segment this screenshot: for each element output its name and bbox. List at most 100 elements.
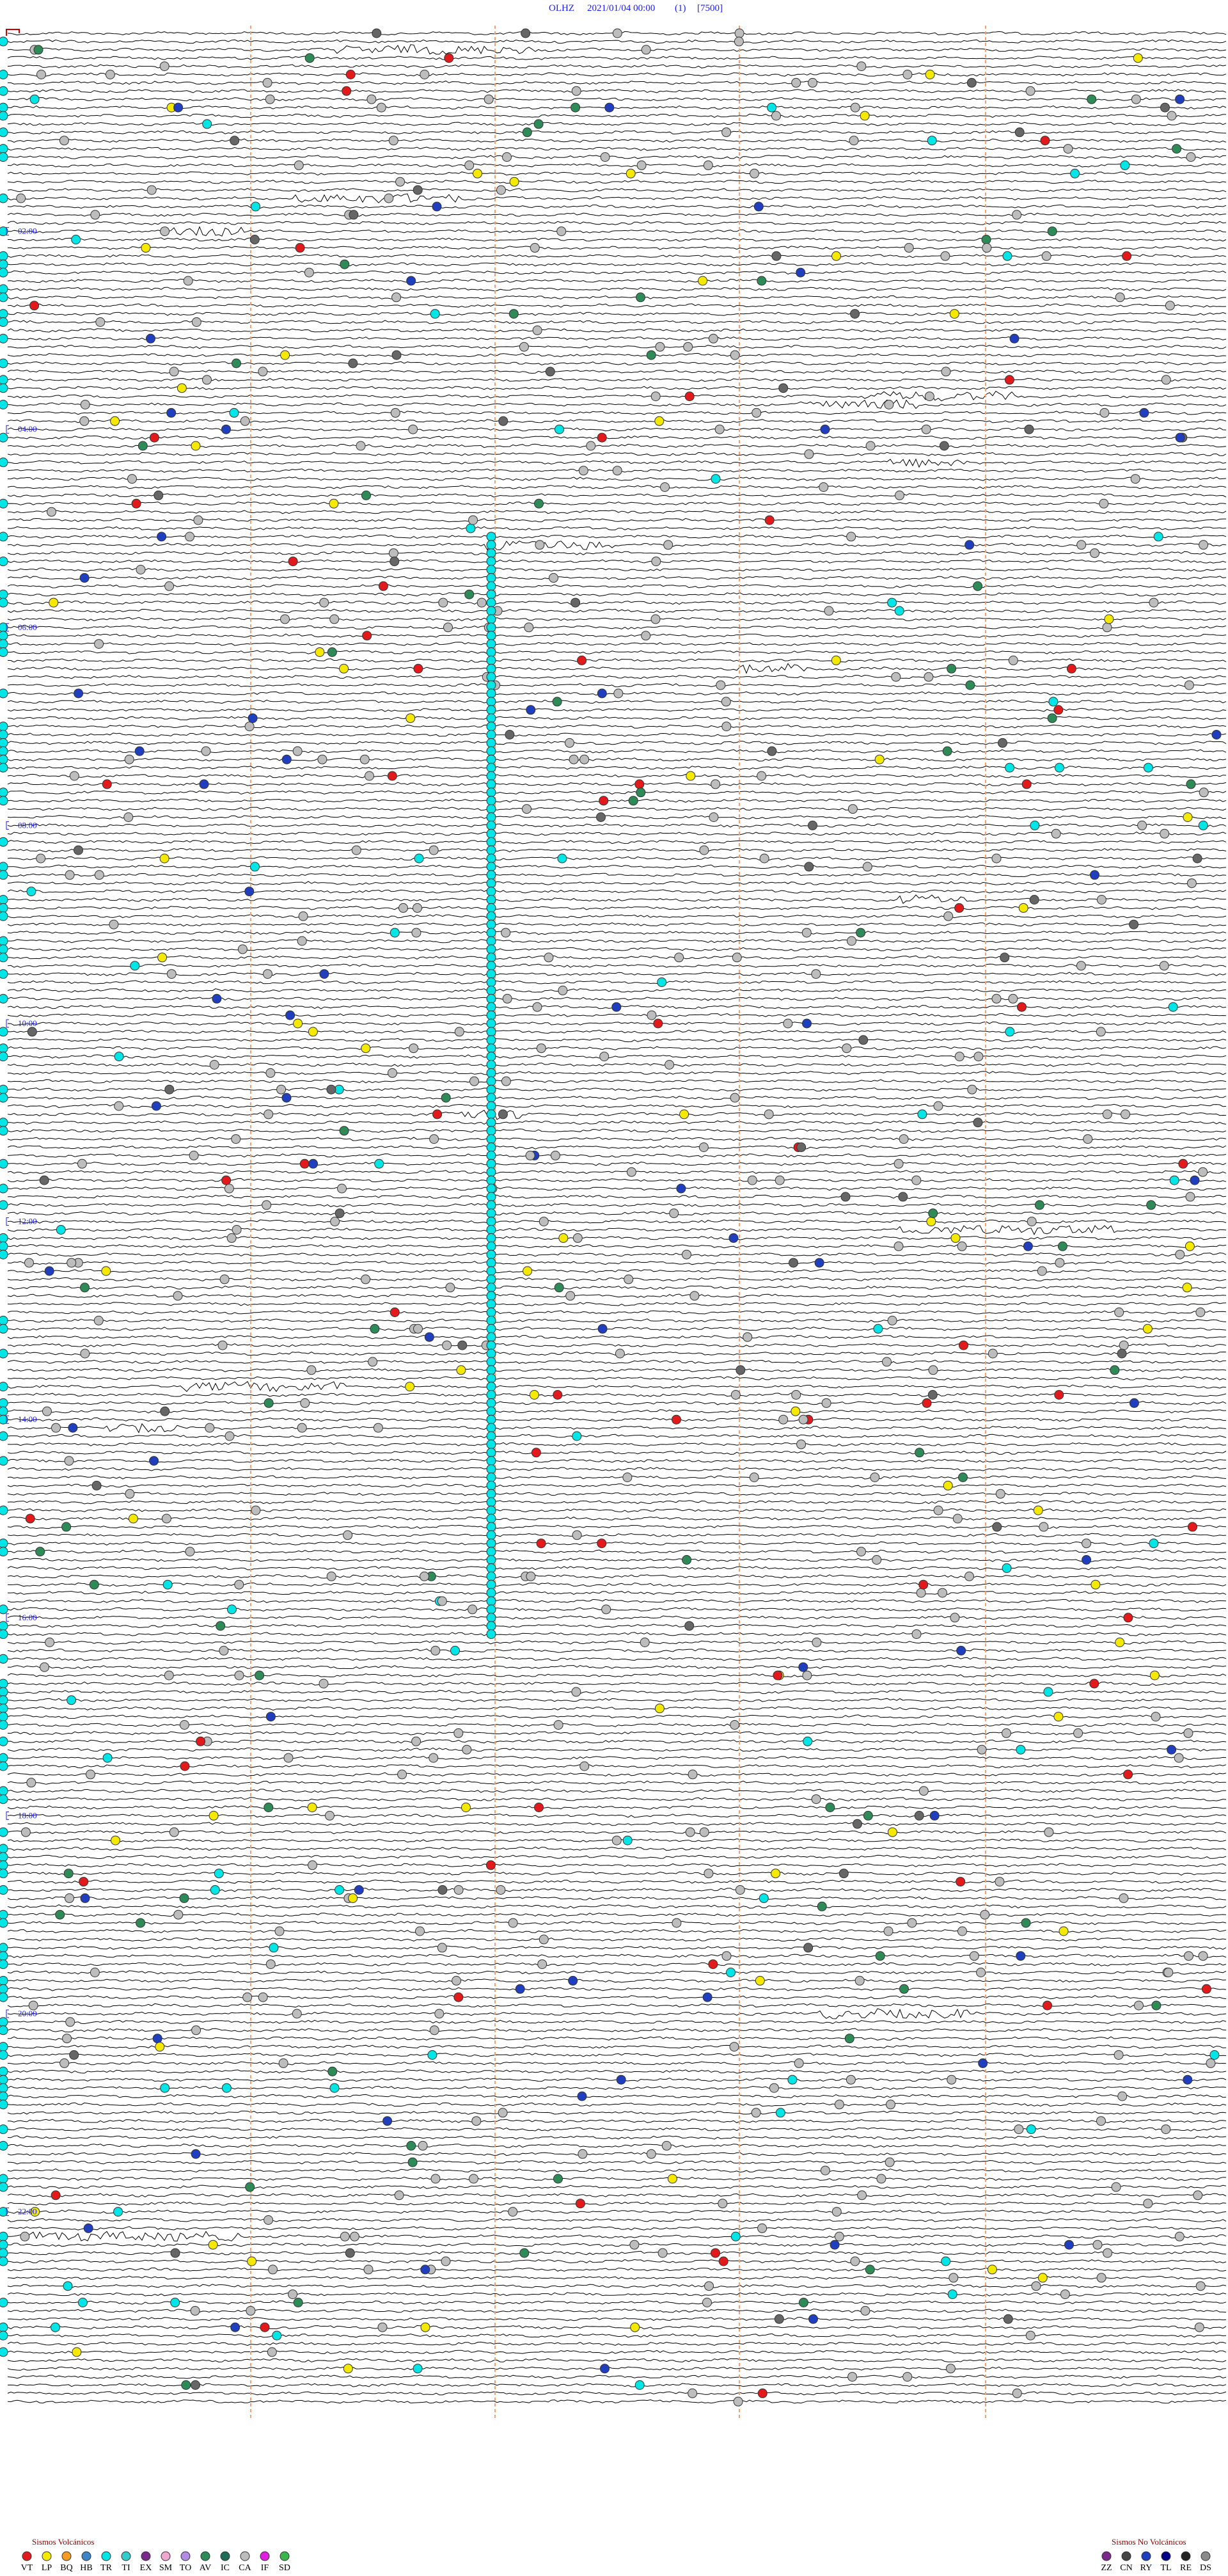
event-column [486,952,496,963]
event [185,1547,195,1557]
event [398,903,408,913]
event [221,1175,232,1185]
event [248,713,258,723]
event-column [486,1200,496,1210]
event [553,2174,563,2184]
event [819,482,829,492]
event [856,1547,866,1557]
event [846,2074,856,2085]
event [293,2298,303,2307]
event-column [486,746,496,756]
event [442,1340,452,1350]
event [569,754,579,764]
event [679,1109,689,1119]
event [965,680,975,690]
event [159,853,169,864]
event [1160,102,1170,113]
trace [7,2119,1227,2124]
legend-marker [161,2551,171,2561]
event [351,845,361,855]
event-edge [0,1315,8,1325]
event-column [486,581,496,591]
legend-marker [1181,2551,1191,2561]
event [210,1885,220,1895]
trace [7,427,1227,432]
event-edge [0,1052,8,1062]
event [950,1233,961,1243]
event [1102,622,1112,633]
event [219,1645,229,1655]
event-edge [0,1959,8,1970]
event [1103,2248,1113,2258]
trace [7,1310,1227,1315]
event [557,853,567,864]
event [61,1522,72,1532]
trace [7,2061,1227,2066]
event [650,391,661,402]
event [1134,2000,1144,2011]
trace [7,2309,1227,2313]
event-column [486,1390,496,1400]
event [191,2025,201,2035]
event-edge [0,647,8,657]
event-edge [0,1951,8,1961]
event-edge [0,787,8,798]
event [1026,2124,1036,2135]
event-column [486,1274,496,1284]
event [110,416,120,426]
event [1146,1200,1156,1210]
event [767,746,777,756]
event [1186,878,1197,889]
event-edge [0,498,8,509]
trace [7,2300,1227,2305]
event [1002,251,1012,261]
event [699,845,709,855]
trace [7,2168,1227,2173]
event [199,779,209,789]
event [992,1522,1002,1532]
event [94,870,104,880]
trace [7,1541,1227,1546]
event [630,2322,640,2332]
event [42,1406,52,1416]
event [811,969,821,979]
event [74,845,83,855]
event [902,2372,913,2382]
event [665,1060,675,1070]
event-edge [0,383,8,393]
trace [7,1219,1227,1224]
event [798,1662,808,1672]
event [162,1579,173,1590]
event [950,1613,960,1623]
event [1137,820,1147,830]
event [343,1530,353,1540]
trace [7,2231,1227,2242]
event [242,1992,253,2002]
trace [7,1599,1227,1604]
event [469,1076,479,1086]
trace [7,674,1227,679]
event [804,449,814,459]
event [28,2000,38,2011]
trace [7,1021,1227,1026]
event [716,680,726,690]
event-column [486,1456,496,1466]
event-column [486,1571,496,1581]
event-column [486,1010,496,1020]
event [529,1390,539,1400]
event-column [486,1547,496,1557]
event [689,1291,700,1301]
event [229,407,239,418]
event [657,977,667,987]
event-edge [0,2240,8,2250]
event [597,1538,607,1549]
event [1048,697,1059,707]
trace [7,534,1227,539]
event [102,1753,113,1763]
event-column [486,1258,496,1268]
event [169,367,179,377]
event [1102,1109,1112,1119]
event [862,862,872,872]
event [612,28,622,38]
trace [7,1186,1227,1191]
